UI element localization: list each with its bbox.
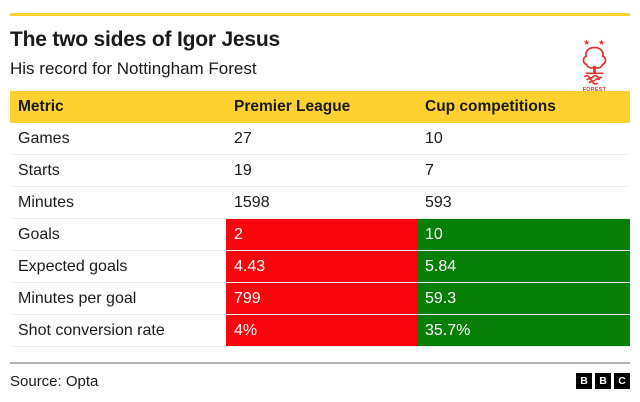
metric-cell: Starts bbox=[18, 162, 60, 179]
cup-competitions-cell: 7 bbox=[425, 162, 434, 179]
column-header-premier-league: Premier League bbox=[234, 98, 351, 115]
premier-league-cell: 2 bbox=[226, 219, 417, 250]
infographic-card: The two sides of Igor Jesus His record f… bbox=[0, 13, 640, 402]
premier-league-cell: 19 bbox=[234, 162, 252, 179]
wave-line bbox=[588, 81, 599, 85]
cup-competitions-cell: 35.7% bbox=[417, 315, 630, 346]
page-subtitle: His record for Nottingham Forest bbox=[10, 59, 257, 78]
crest-label: FOREST bbox=[583, 87, 607, 93]
bbc-logo: B B C bbox=[576, 373, 630, 389]
tree-canopy-shape bbox=[582, 46, 607, 69]
nottingham-forest-crest-icon: ★ ★ FOREST bbox=[582, 38, 607, 93]
premier-league-cell: 4.43 bbox=[226, 251, 417, 282]
column-header-metric: Metric bbox=[18, 98, 64, 115]
table-row: Games 27 10 bbox=[10, 123, 630, 155]
table-row: Expected goals 4.43 5.84 bbox=[10, 251, 630, 283]
metric-cell: Minutes bbox=[18, 194, 75, 211]
page-title: The two sides of Igor Jesus bbox=[10, 28, 280, 51]
footer: Source: Opta B B C bbox=[10, 372, 630, 390]
premier-league-cell: 1598 bbox=[234, 194, 270, 211]
stats-table: Metric Premier League Cup competitions G… bbox=[10, 91, 630, 347]
star-icon: ★ bbox=[598, 38, 605, 47]
footer-divider bbox=[10, 362, 630, 364]
table-row: Minutes 1598 593 bbox=[10, 187, 630, 219]
metric-cell: Games bbox=[18, 130, 70, 147]
premier-league-cell: 799 bbox=[226, 283, 417, 314]
table-header-row: Metric Premier League Cup competitions bbox=[10, 91, 630, 123]
bbc-logo-letter: C bbox=[614, 373, 630, 389]
cup-competitions-cell: 59.3 bbox=[417, 283, 630, 314]
premier-league-cell: 27 bbox=[234, 130, 252, 147]
wave-line bbox=[583, 74, 603, 79]
table-body: Games 27 10 Starts 19 7 Minutes 1598 593 Goals 2 10… bbox=[10, 123, 630, 347]
table-row: Shot conversion rate 4% 35.7% bbox=[10, 315, 630, 347]
bbc-logo-letter: B bbox=[595, 373, 611, 389]
table-row: Goals 2 10 bbox=[10, 219, 630, 251]
top-accent-rule bbox=[10, 13, 630, 16]
tree-trunk-shape bbox=[593, 65, 596, 73]
metric-cell: Goals bbox=[18, 226, 60, 243]
cup-competitions-cell: 593 bbox=[425, 194, 452, 211]
cup-competitions-cell: 10 bbox=[425, 130, 443, 147]
cup-competitions-cell: 10 bbox=[417, 219, 630, 250]
metric-cell: Minutes per goal bbox=[18, 290, 137, 307]
table-row: Starts 19 7 bbox=[10, 155, 630, 187]
bbc-logo-letter: B bbox=[576, 373, 592, 389]
premier-league-cell: 4% bbox=[226, 315, 417, 346]
metric-cell: Expected goals bbox=[18, 258, 128, 275]
source-label: Source: Opta bbox=[10, 372, 99, 390]
column-header-cup-competitions: Cup competitions bbox=[425, 98, 556, 115]
star-icon: ★ bbox=[583, 38, 590, 47]
metric-cell: Shot conversion rate bbox=[18, 322, 165, 339]
cup-competitions-cell: 5.84 bbox=[417, 251, 630, 282]
wave-line bbox=[586, 77, 601, 82]
table-row: Minutes per goal 799 59.3 bbox=[10, 283, 630, 315]
